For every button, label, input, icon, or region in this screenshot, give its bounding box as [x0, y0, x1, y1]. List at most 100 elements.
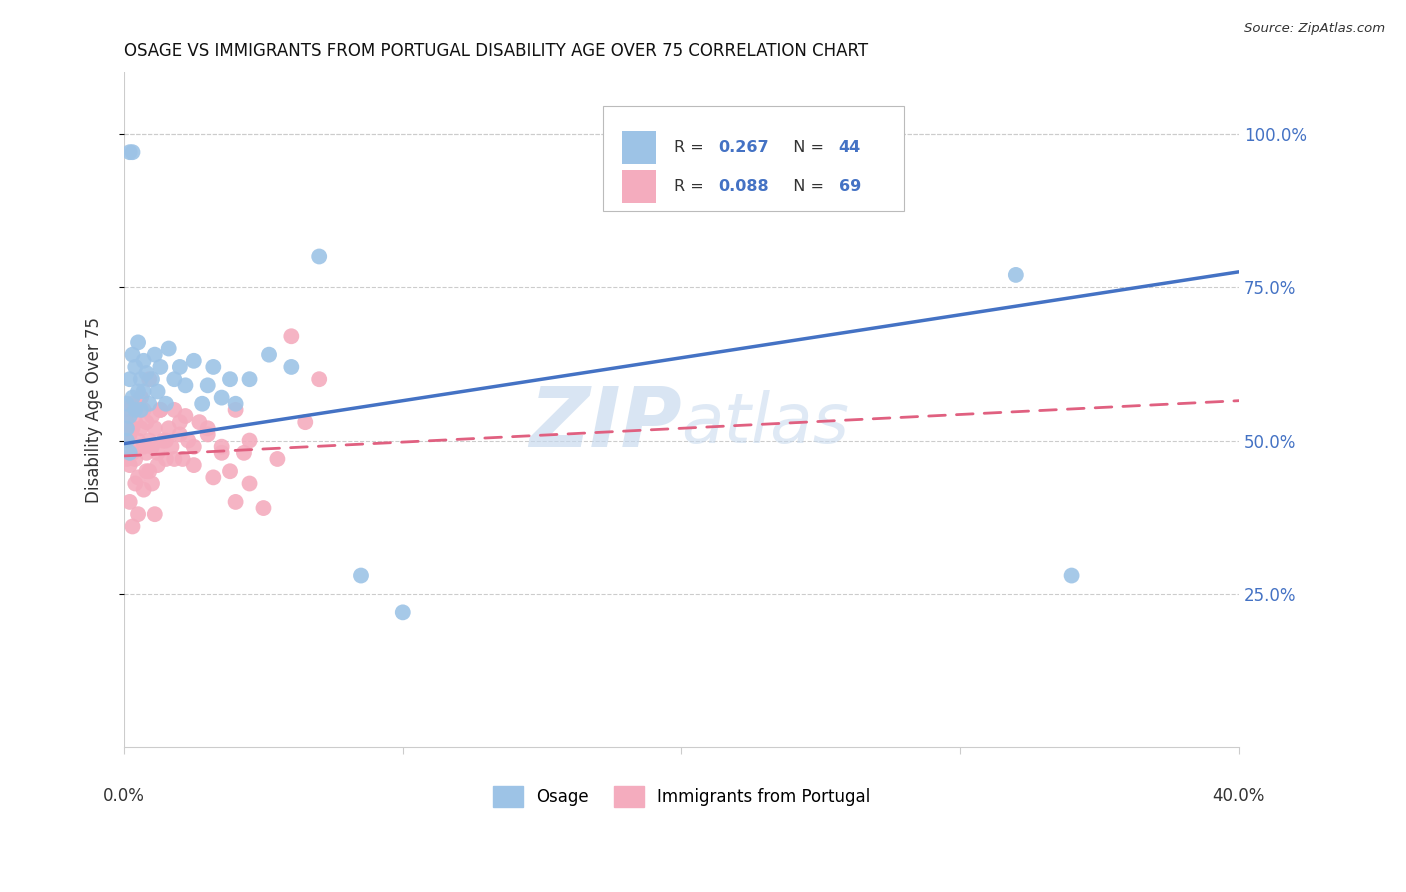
Point: [280, 329, 302, 343]
Point: [350, 568, 373, 582]
Point: [163, 372, 186, 386]
Point: [118, 495, 141, 509]
Text: N =: N =: [783, 179, 830, 194]
Point: [115, 452, 138, 467]
Point: [124, 359, 146, 374]
Point: [115, 421, 138, 435]
Point: [135, 415, 157, 429]
FancyBboxPatch shape: [623, 131, 655, 163]
Point: [391, 606, 413, 620]
Point: [197, 427, 219, 442]
Point: [211, 440, 233, 454]
Point: [115, 415, 138, 429]
Text: R =: R =: [673, 179, 709, 194]
Point: [121, 391, 143, 405]
Point: [129, 391, 152, 405]
Point: [157, 342, 180, 356]
Point: [138, 434, 160, 448]
Point: [124, 452, 146, 467]
Point: [188, 415, 211, 429]
Text: N =: N =: [783, 140, 830, 155]
Point: [146, 384, 169, 399]
Point: [174, 378, 197, 392]
Point: [152, 434, 174, 448]
Point: [135, 366, 157, 380]
Point: [138, 397, 160, 411]
Point: [257, 348, 280, 362]
Point: [238, 434, 260, 448]
Point: [219, 464, 242, 478]
Point: [174, 409, 197, 423]
Point: [121, 421, 143, 435]
Point: [308, 250, 330, 264]
Point: [132, 403, 155, 417]
Point: [197, 378, 219, 392]
Point: [132, 384, 155, 399]
Point: [238, 372, 260, 386]
Point: [118, 409, 141, 423]
Point: [115, 434, 138, 448]
Point: [141, 372, 163, 386]
Point: [211, 446, 233, 460]
Text: ZIP: ZIP: [529, 383, 682, 464]
Point: [1005, 268, 1028, 282]
Point: [149, 403, 172, 417]
Point: [118, 446, 141, 460]
Text: 0.267: 0.267: [718, 140, 769, 155]
Point: [149, 403, 172, 417]
Point: [135, 464, 157, 478]
Text: 40.0%: 40.0%: [1212, 788, 1265, 805]
Point: [191, 397, 214, 411]
Point: [121, 397, 143, 411]
Point: [266, 452, 288, 467]
Point: [118, 458, 141, 472]
Point: [135, 446, 157, 460]
Point: [143, 507, 166, 521]
Point: [155, 452, 177, 467]
Point: [115, 434, 138, 448]
Point: [157, 421, 180, 435]
Point: [155, 397, 177, 411]
Point: [1060, 568, 1083, 582]
Point: [124, 415, 146, 429]
Point: [225, 403, 247, 417]
Point: [127, 384, 149, 399]
Point: [141, 476, 163, 491]
Point: [202, 359, 225, 374]
Text: 0.088: 0.088: [718, 179, 769, 194]
Point: [129, 372, 152, 386]
Point: [129, 403, 152, 417]
Point: [163, 452, 186, 467]
Point: [124, 403, 146, 417]
Point: [138, 372, 160, 386]
Point: [127, 470, 149, 484]
Text: R =: R =: [673, 140, 709, 155]
Point: [143, 421, 166, 435]
Point: [115, 397, 138, 411]
Point: [202, 470, 225, 484]
Point: [129, 421, 152, 435]
Point: [143, 348, 166, 362]
Point: [177, 434, 200, 448]
Point: [124, 476, 146, 491]
Point: [308, 372, 330, 386]
Point: [121, 145, 143, 160]
FancyBboxPatch shape: [603, 106, 904, 211]
Point: [211, 391, 233, 405]
Point: [169, 427, 191, 442]
Legend: Osage, Immigrants from Portugal: Osage, Immigrants from Portugal: [486, 780, 877, 814]
Point: [118, 372, 141, 386]
Point: [118, 145, 141, 160]
Point: [127, 434, 149, 448]
Point: [280, 359, 302, 374]
Point: [172, 452, 194, 467]
Point: [183, 353, 205, 368]
Point: [219, 372, 242, 386]
Text: OSAGE VS IMMIGRANTS FROM PORTUGAL DISABILITY AGE OVER 75 CORRELATION CHART: OSAGE VS IMMIGRANTS FROM PORTUGAL DISABI…: [124, 42, 869, 60]
Point: [146, 446, 169, 460]
Point: [138, 464, 160, 478]
Point: [197, 421, 219, 435]
Point: [225, 397, 247, 411]
Point: [294, 415, 316, 429]
Point: [160, 440, 183, 454]
